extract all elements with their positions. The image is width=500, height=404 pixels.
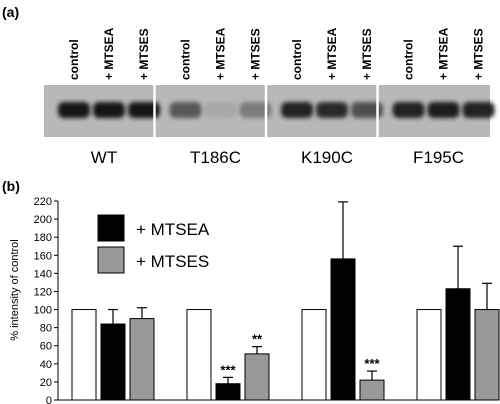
lane-label: + MTSEA <box>214 27 228 80</box>
bar-mtsea <box>100 323 126 401</box>
lane-label: + MTSEA <box>102 27 116 80</box>
lane-label: control <box>402 39 416 80</box>
legend-swatch-mtses <box>97 246 125 274</box>
lane-label: control <box>67 39 81 80</box>
bar-control <box>186 309 212 401</box>
y-tick-label: 220 <box>34 196 52 208</box>
panel-b-label: (b) <box>2 178 20 194</box>
bar-mtses <box>359 379 385 401</box>
error-bars <box>108 201 492 384</box>
panel-a-label: (a) <box>2 4 19 20</box>
gel-band <box>169 102 202 118</box>
y-tick-label: 180 <box>34 232 52 244</box>
lane-label: + MTSES <box>472 28 486 80</box>
mutant-labels: WT T186C K190C F195C <box>91 148 464 167</box>
y-tick-label: 200 <box>34 214 52 226</box>
bar-mtses <box>244 353 270 401</box>
y-tick-label: 160 <box>34 250 52 262</box>
mutant-label: K190C <box>301 148 353 167</box>
mutant-label: WT <box>91 148 117 167</box>
bar-control <box>301 309 327 401</box>
bar-control <box>71 309 97 401</box>
y-tick-label: 0 <box>46 395 52 404</box>
lane-label: + MTSES <box>360 28 374 80</box>
gel-band <box>93 102 125 118</box>
bar-control <box>416 309 442 401</box>
bar-mtsea <box>445 288 471 401</box>
bar-mtses <box>474 309 500 401</box>
bar-mtsea <box>215 383 241 401</box>
significance-label: *** <box>364 356 380 371</box>
legend: + MTSEA + MTSES <box>97 214 210 274</box>
y-tick-label: 60 <box>40 341 52 353</box>
y-tick-label: 120 <box>34 286 52 298</box>
y-tick-label: 80 <box>40 323 52 335</box>
gel-band <box>351 102 383 118</box>
y-tick-label: 20 <box>40 377 52 389</box>
gel-band <box>58 102 90 118</box>
significance-label: ** <box>252 332 263 347</box>
legend-label-mtsea: + MTSEA <box>136 220 210 239</box>
y-tick-label: 40 <box>40 359 52 371</box>
gel-bands <box>58 102 495 118</box>
gel-band <box>204 102 237 118</box>
bar-mtsea <box>330 258 356 401</box>
lane-label: + MTSEA <box>437 27 451 80</box>
bar-mtses <box>129 318 155 401</box>
lane-labels: control + MTSEA + MTSES control + MTSEA + MTS… <box>67 27 486 80</box>
y-axis-title: % intensity of control <box>9 239 21 341</box>
lane-label: + MTSES <box>249 28 263 80</box>
legend-label-mtses: + MTSES <box>136 252 209 271</box>
y-tick-label: 140 <box>34 268 52 280</box>
significance-labels: ******** <box>220 332 380 378</box>
y-tick-label: 100 <box>34 305 52 317</box>
gel-band <box>281 102 313 118</box>
gel-band <box>462 102 495 118</box>
lane-label: + MTSES <box>137 28 151 80</box>
bars <box>71 258 500 401</box>
gel-band <box>427 102 460 118</box>
lane-label: control <box>290 39 304 80</box>
gel-dividers <box>153 85 379 137</box>
lane-label: + MTSEA <box>325 27 339 80</box>
mutant-label: F195C <box>413 148 464 167</box>
legend-swatch-mtsea <box>97 214 125 242</box>
lane-label: control <box>179 39 193 80</box>
gel-band <box>128 102 160 118</box>
mutant-label: T186C <box>190 148 241 167</box>
gel-band <box>239 102 272 118</box>
significance-label: *** <box>220 362 236 377</box>
gel-band <box>316 102 348 118</box>
gel-band <box>392 102 425 118</box>
